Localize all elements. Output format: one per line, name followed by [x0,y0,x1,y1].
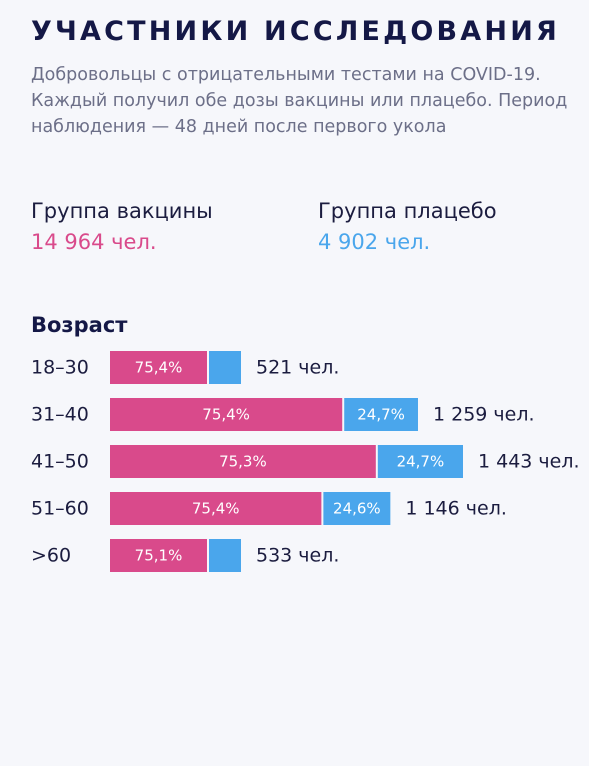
age-total-label: 521 чел. [256,357,339,379]
age-category-label: >60 [31,545,71,567]
page-subtitle: Добровольцы с отрицательными тестами на … [31,65,568,137]
vaccine-group-summary: Группа вакцины 14 964 чел. [31,198,213,257]
placebo-bar [323,492,391,525]
age-section-title: Возраст [31,313,128,337]
placebo-group-count: 4 902 чел. [318,230,431,254]
age-total-label: 1 443 чел. [478,451,580,473]
age-total-label: 1 146 чел. [405,498,507,520]
placebo-share-label: 24,6% [333,500,381,518]
vaccine-share-label: 75,1% [135,547,183,565]
placebo-share-label: 24,7% [357,406,405,424]
vaccine-bar [110,445,376,478]
placebo-bar [344,398,418,431]
age-total-label: 533 чел. [256,545,339,567]
placebo-group-summary: Группа плацебо 4 902 чел. [318,198,497,257]
age-category-label: 41–50 [31,451,89,473]
vaccine-bar [110,492,322,525]
vaccine-bar [110,351,207,384]
vaccine-group-label: Группа вакцины [31,199,213,223]
vaccine-share-label: 75,4% [202,406,250,424]
placebo-group-label: Группа плацебо [318,199,497,223]
placebo-bar [209,351,241,384]
placebo-share-label: 24,7% [397,453,445,471]
vaccine-share-label: 75,4% [192,500,240,518]
age-category-label: 31–40 [31,404,89,426]
page-title: УЧАСТНИКИ ИССЛЕДОВАНИЯ [31,16,560,47]
vaccine-bar [110,398,343,431]
vaccine-share-label: 75,3% [219,453,267,471]
placebo-bar [377,445,463,478]
vaccine-share-label: 75,4% [135,359,183,377]
age-category-label: 51–60 [31,498,89,520]
age-category-label: 18–30 [31,357,89,379]
age-total-label: 1 259 чел. [433,404,535,426]
placebo-bar [209,539,241,572]
vaccine-bar [110,539,207,572]
vaccine-group-count: 14 964 чел. [31,230,157,254]
